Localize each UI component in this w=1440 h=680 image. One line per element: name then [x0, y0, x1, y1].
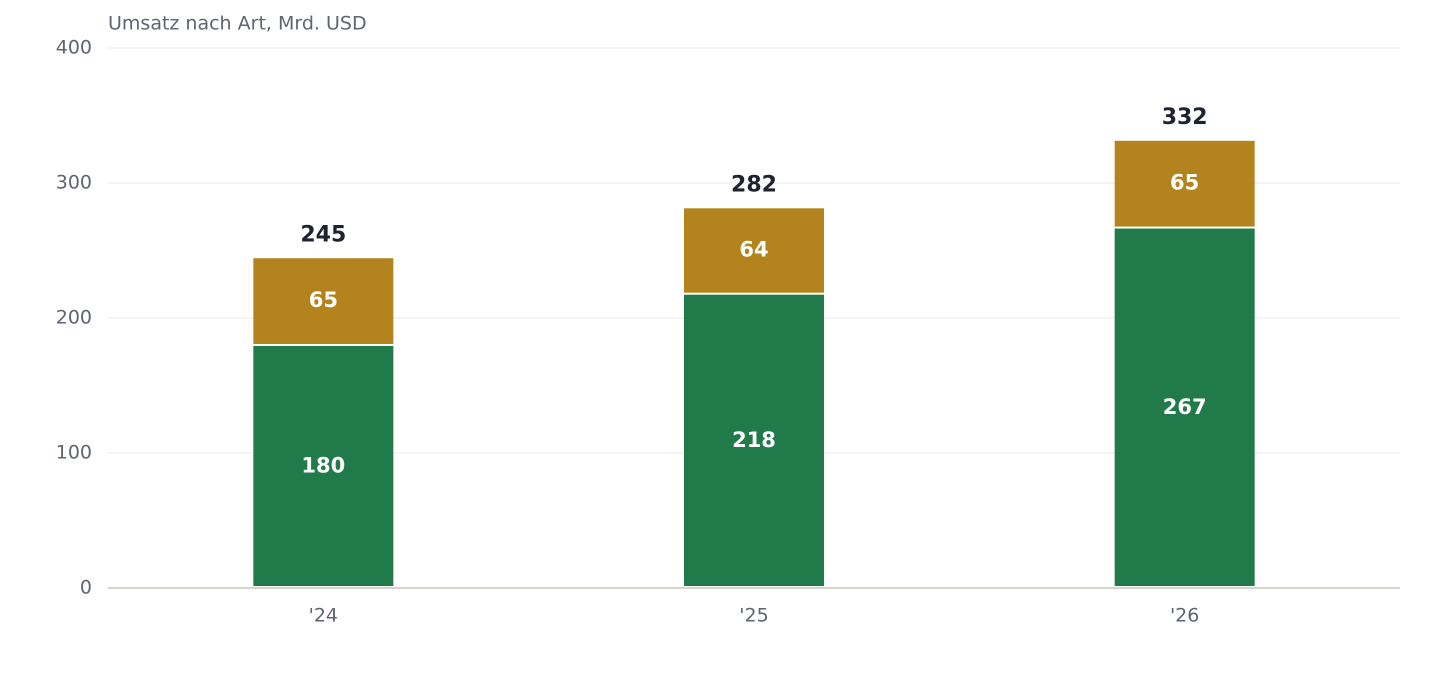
y-tick-label: 200 [56, 307, 92, 329]
bar-segment [1114, 140, 1255, 227]
y-tick-label: 0 [80, 577, 92, 599]
segment-label: 65 [309, 288, 338, 312]
segment-label: 267 [1163, 395, 1207, 419]
bar-segment [684, 208, 824, 293]
segment-label: 218 [732, 428, 776, 452]
y-tick-label: 100 [56, 442, 92, 464]
segment-label: 64 [739, 238, 768, 262]
segment-label: 65 [1170, 171, 1199, 195]
x-tick-label: '24 [309, 605, 338, 627]
x-tick-label: '26 [1170, 605, 1199, 627]
bar-segment [684, 294, 824, 586]
y-tick-label: 300 [56, 172, 92, 194]
bar-segment [253, 346, 394, 586]
total-label: 282 [731, 172, 777, 197]
x-tick-label: '25 [739, 605, 768, 627]
total-label: 245 [300, 222, 346, 247]
total-label: 332 [1162, 105, 1208, 130]
bar-segment [1114, 228, 1255, 587]
y-tick-label: 400 [56, 37, 92, 59]
bar-segment [253, 258, 394, 344]
segment-label: 180 [301, 454, 345, 478]
chart-title: Umsatz nach Art, Mrd. USD [108, 13, 367, 35]
